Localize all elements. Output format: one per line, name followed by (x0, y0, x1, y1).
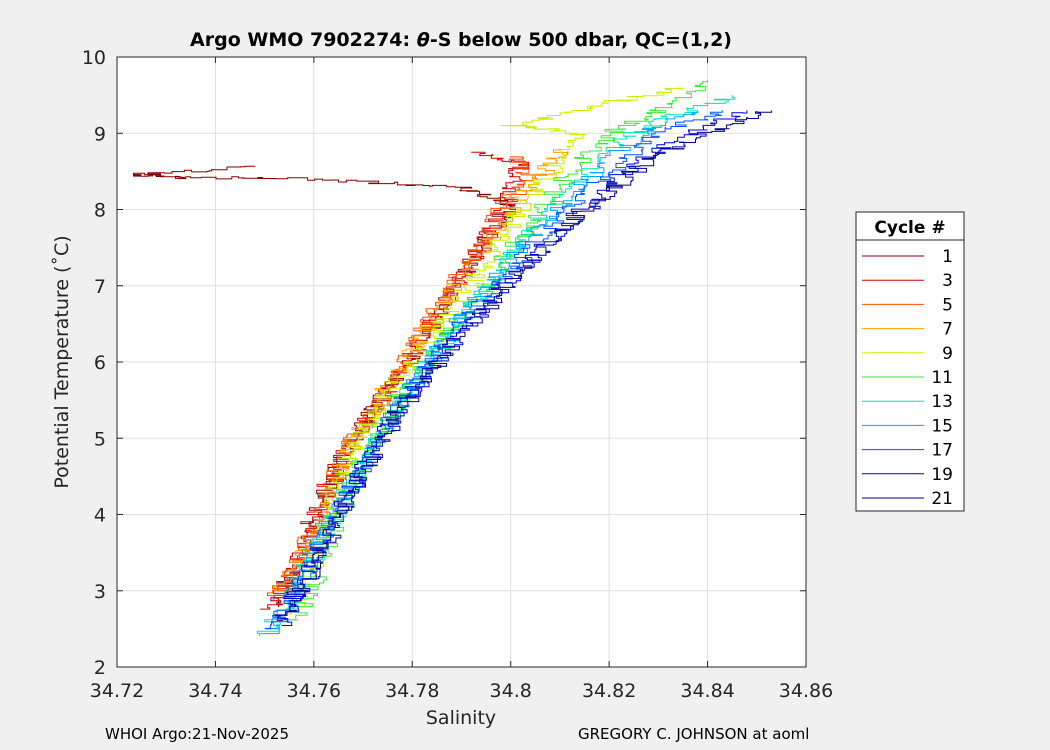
legend-label: 13 (931, 392, 953, 412)
series-line-cycle-17 (264, 110, 723, 630)
y-tick-label: 3 (94, 581, 106, 603)
legend-label: 11 (931, 368, 953, 388)
series-line-cycle-5 (267, 156, 538, 600)
y-tick-label: 8 (94, 200, 106, 222)
x-tick-label: 34.8 (490, 680, 532, 702)
series-line-cycle-9 (286, 87, 684, 615)
y-tick-label: 4 (94, 505, 106, 527)
series-line-cycle-15 (260, 110, 699, 635)
axis-ticks: 34.72 34.74 34.76 34.78 34.8 34.82 34.84 34.86 2… (82, 47, 833, 702)
x-tick-label: 34.72 (90, 680, 144, 702)
data-lines (133, 79, 773, 636)
legend-label: 21 (931, 489, 953, 509)
legend-label: 17 (931, 441, 953, 461)
legend-label: 1 (942, 247, 953, 267)
y-tick-label: 7 (94, 276, 106, 298)
x-tick-label: 34.82 (582, 680, 636, 702)
y-tick-label: 9 (94, 123, 106, 145)
series-line-cycle-21 (277, 110, 773, 621)
legend-label: 7 (942, 320, 953, 340)
legend-label: 3 (942, 271, 953, 291)
legend-label: 19 (931, 465, 953, 485)
y-tick-label: 10 (82, 47, 106, 69)
y-tick-label: 6 (94, 352, 106, 374)
legend-label: 9 (942, 344, 953, 364)
legend-title: Cycle # (874, 218, 945, 238)
x-tick-label: 34.78 (385, 680, 439, 702)
y-tick-label: 2 (94, 657, 106, 679)
y-axis-label: Potential Temperature (˚C) (51, 235, 73, 488)
footer-source: WHOI Argo:21-Nov-2025 (105, 725, 289, 743)
footer-author: GREGORY C. JOHNSON at aoml (578, 725, 810, 743)
series-line-cycle-7 (273, 148, 569, 592)
x-tick-label: 34.76 (287, 680, 341, 702)
legend-box (855, 211, 965, 512)
x-axis-label: Salinity (426, 707, 496, 729)
x-tick-label: 34.74 (188, 680, 242, 702)
y-tick-label: 5 (94, 428, 106, 450)
x-tick-label: 34.84 (680, 680, 734, 702)
legend-label: 15 (931, 416, 953, 436)
legend-label: 5 (942, 295, 953, 315)
series-line-cycle-19 (274, 110, 748, 626)
x-tick-label: 34.86 (779, 680, 833, 702)
chart-title: Argo WMO 7902274: θ-S below 500 dbar, QC… (190, 29, 732, 51)
